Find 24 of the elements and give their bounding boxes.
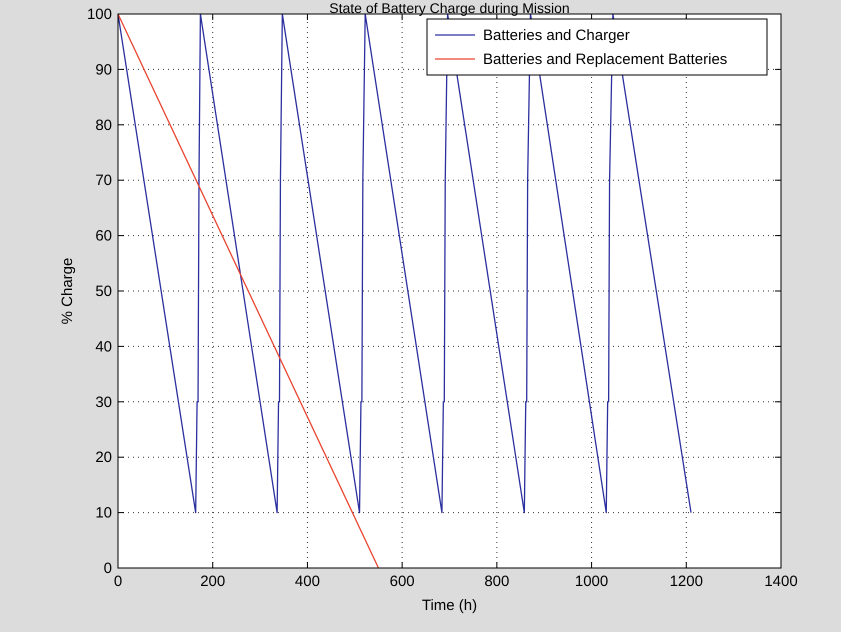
y-tick-label: 90 xyxy=(95,61,112,78)
y-tick-label: 60 xyxy=(95,228,112,245)
x-tick-label: 200 xyxy=(200,573,226,590)
y-tick-label: 100 xyxy=(86,6,112,23)
x-axis-title: Time (h) xyxy=(422,597,478,614)
y-tick-label: 50 xyxy=(95,283,112,300)
y-tick-label: 20 xyxy=(95,449,112,466)
y-tick-label: 10 xyxy=(95,504,112,522)
y-axis-title: % Charge xyxy=(59,258,76,324)
x-tick-label: 1000 xyxy=(574,573,608,590)
legend-label: Batteries and Charger xyxy=(483,27,630,44)
x-tick-label: 600 xyxy=(390,573,415,590)
x-tick-label: 1400 xyxy=(764,573,798,590)
y-tick-label: 30 xyxy=(95,394,112,411)
y-tick-label: 70 xyxy=(95,172,112,190)
x-tick-label: 800 xyxy=(484,573,510,590)
y-tick-label: 40 xyxy=(95,338,112,356)
x-tick-label: 0 xyxy=(114,573,122,590)
y-tick-label: 0 xyxy=(104,560,112,577)
chart-title: State of Battery Charge during Mission xyxy=(329,0,570,16)
x-tick-label: 400 xyxy=(294,573,320,590)
y-tick-label: 80 xyxy=(95,116,112,134)
legend-label: Batteries and Replacement Batteries xyxy=(483,51,728,68)
x-tick-label: 1200 xyxy=(670,573,703,590)
